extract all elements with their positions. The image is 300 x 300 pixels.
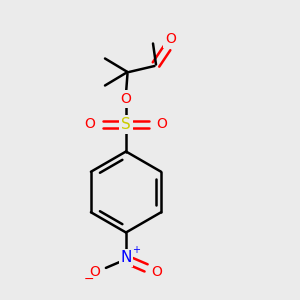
Text: −: − [84, 273, 94, 286]
Text: O: O [152, 265, 162, 278]
Text: S: S [121, 117, 131, 132]
Text: +: + [132, 244, 140, 255]
Text: N: N [120, 250, 132, 266]
Text: O: O [157, 118, 167, 131]
Text: O: O [90, 265, 101, 278]
Text: O: O [85, 118, 95, 131]
Text: O: O [165, 32, 176, 46]
Text: O: O [121, 92, 131, 106]
